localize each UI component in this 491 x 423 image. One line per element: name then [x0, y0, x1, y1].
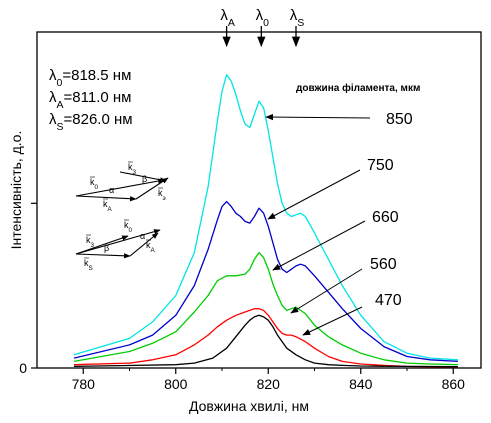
x-tick-label: 820 [257, 376, 281, 392]
diagram1-label-k3: k3 [128, 162, 137, 176]
x-tick-label: 860 [442, 376, 466, 392]
series-label-850: 850 [386, 111, 413, 128]
diagram1-arrow-k3 [119, 171, 167, 183]
series-label-arrow-750 [267, 169, 361, 220]
diagram1-label-k0: k0 [90, 177, 99, 191]
series-labels: 850 750 660 560 470 [265, 111, 413, 336]
lambda-value-0: λ0=818.5 нм [49, 67, 131, 89]
diagram2-arrow-ka [129, 232, 159, 257]
diagram2-label-k0: k0 [124, 220, 133, 234]
chart-text: Довжина хвилі, нм Інтенсивність, д.о. λA λ0… [8, 7, 420, 414]
series-line-470 [73, 314, 458, 368]
series-line-560 [73, 308, 458, 368]
series-label-arrow-470 [302, 306, 363, 336]
diagram2-label-ka: kA [146, 240, 156, 254]
lambda-label-0: λ0 [256, 7, 270, 29]
lambda-value-a: λA=811.0 нм [49, 89, 131, 111]
diagram1-label-beta: β [142, 174, 147, 184]
x-tick-label: 800 [164, 376, 188, 392]
series-label-arrow-560 [290, 268, 363, 314]
series-line-660 [73, 252, 458, 366]
diagram1-label-ke: kэ [158, 188, 166, 202]
diagram2-arrow-ks [75, 253, 131, 259]
diagram1-label-alpha: α [109, 185, 114, 195]
x-tick-label: 780 [72, 376, 96, 392]
series-label-660: 660 [372, 209, 399, 226]
diagram2-label-ks: kS [84, 258, 93, 272]
y-tick-label: 0 [19, 360, 27, 376]
diagram1-label-ka: kA [103, 199, 113, 213]
diagram2-label-k3: k3 [86, 235, 95, 249]
lambda-value-s: λS=826.0 нм [49, 111, 133, 133]
series-label-arrow-850 [265, 113, 371, 121]
plot-area [36, 31, 482, 369]
diagram1-arrow-ka [75, 195, 137, 202]
diagram2-arrow-k3 [75, 235, 129, 255]
diagram1-arrow-k0 [75, 178, 165, 197]
x-axis-title: Довжина хвилі, нм [189, 398, 309, 414]
legend-title: довжина філамента, мкм [296, 82, 420, 94]
y-axis-title: Інтенсивність, д.о. [8, 131, 24, 250]
series-label-750: 750 [367, 157, 394, 174]
vector-diagrams: k0 k3 β α kэ kA k3 k0 α β kA kS [75, 161, 169, 272]
x-tick-label: 840 [349, 376, 373, 392]
lambda-label-s: λS [290, 7, 305, 29]
diagram2-arrow-k0 [75, 229, 161, 255]
series-line-750 [73, 200, 458, 363]
series-label-arrow-660 [272, 220, 366, 271]
lambda-label-a: λA [220, 7, 235, 29]
diagram2-label-alpha: α [140, 231, 145, 241]
series-label-470: 470 [375, 292, 402, 309]
series-label-560: 560 [370, 256, 397, 273]
diagram2-label-beta: β [104, 243, 109, 253]
plot-frame: 780 800 820 840 860 0 [19, 31, 482, 392]
